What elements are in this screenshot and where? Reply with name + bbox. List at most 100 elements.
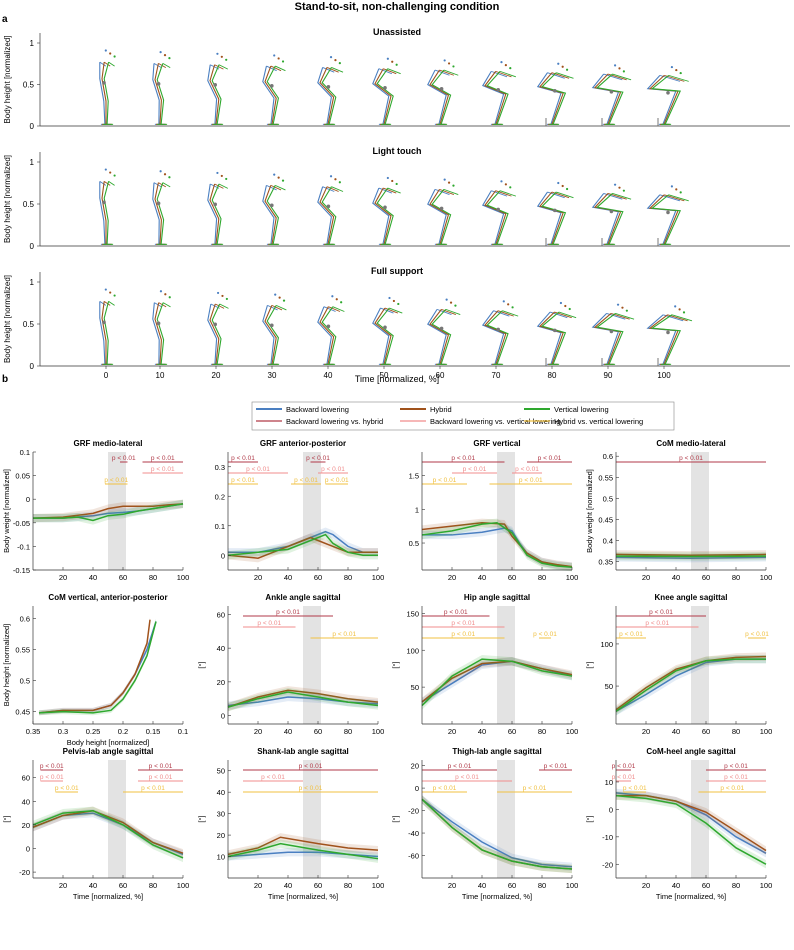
stick-figure-head <box>626 310 628 312</box>
stick-figure-head <box>562 66 564 68</box>
stick-figure-limb <box>593 193 619 244</box>
y-axis-label: Body weight [normalized] <box>585 469 594 553</box>
y-tick-label: -20 <box>19 868 30 877</box>
stick-figure-head <box>279 297 281 299</box>
stick-figure-arm <box>556 192 573 198</box>
y-axis-label: [°] <box>585 815 594 822</box>
y-tick-label: 60 <box>22 774 30 783</box>
y-tick-label: 0.2 <box>215 492 225 501</box>
stick-figure-head <box>330 175 332 177</box>
panel-a-ytick-label: 0 <box>30 362 35 371</box>
stick-figure-head <box>505 183 507 185</box>
y-tick-label: 50 <box>217 767 225 776</box>
x-tick-label: 20 <box>642 573 650 582</box>
stick-figure-arm <box>612 74 631 80</box>
x-tick-label: 60 <box>119 573 127 582</box>
x-tick-label: 20 <box>642 881 650 890</box>
com-marker <box>610 330 614 334</box>
x-tick-label: 20 <box>448 727 456 736</box>
y-tick-label: 10 <box>605 778 613 787</box>
significance-label: p < 0.01 <box>332 631 356 638</box>
stick-figure-head <box>388 297 390 299</box>
x-tick-label: 80 <box>149 573 157 582</box>
x-tick-label: 100 <box>566 573 579 582</box>
stick-figure-head <box>225 59 227 61</box>
stick-figure-head <box>109 291 111 293</box>
y-tick-label: 20 <box>217 678 225 687</box>
y-tick-label: 0 <box>26 845 30 854</box>
significance-label: p < 0.01 <box>451 455 475 462</box>
x-tick-label: 100 <box>372 727 385 736</box>
com-marker <box>383 86 387 90</box>
y-tick-label: 20 <box>22 821 30 830</box>
significance-label: p < 0.01 <box>299 785 323 792</box>
y-tick-label: -10 <box>602 833 613 842</box>
legend-label: Hybrid vs. vertical lowering <box>554 417 643 426</box>
y-tick-label: 150 <box>406 609 419 618</box>
stick-figure-head <box>507 303 509 305</box>
x-tick-label: 0.15 <box>146 727 161 736</box>
x-tick-label: 100 <box>372 573 385 582</box>
stick-figure-limb <box>650 195 678 245</box>
panel-a-ytick-label: 0.5 <box>23 200 35 209</box>
stick-figure-head <box>387 177 389 179</box>
stick-figure-head <box>509 186 511 188</box>
significance-label: p < 0.01 <box>299 763 323 770</box>
x-tick-label: 60 <box>508 727 516 736</box>
legend-label: Vertical lowering <box>554 405 609 414</box>
x-tick-label: 20 <box>448 573 456 582</box>
stick-figure-head <box>680 72 682 74</box>
stick-figure-head <box>680 191 682 193</box>
stick-figure-head <box>340 301 342 303</box>
chart-title: Thigh-lab angle sagittal <box>452 747 541 756</box>
x-tick-label: 100 <box>566 881 579 890</box>
x-tick-label: 40 <box>284 727 292 736</box>
y-tick-label: 0.55 <box>598 473 613 482</box>
y-tick-label: 0.05 <box>15 472 30 481</box>
x-tick-label: 40 <box>89 573 97 582</box>
x-tick-label: 40 <box>672 727 680 736</box>
x-tick-label: 80 <box>149 881 157 890</box>
y-axis-label: [°] <box>197 815 206 822</box>
y-tick-label: 40 <box>217 644 225 653</box>
significance-label: p < 0.01 <box>645 620 669 627</box>
com-marker <box>213 83 217 87</box>
y-tick-label: 0 <box>415 784 419 793</box>
stick-figure-head <box>164 173 166 175</box>
significance-label: p < 0.01 <box>451 620 475 627</box>
com-marker <box>383 326 387 330</box>
stick-figure-head <box>446 299 448 301</box>
x-tick-label: 40 <box>672 573 680 582</box>
stick-figure-head <box>274 294 276 296</box>
stick-figure-head <box>621 307 623 309</box>
stick-figure-arm <box>556 73 573 79</box>
y-tick-label: 40 <box>217 788 225 797</box>
significance-label: p < 0.01 <box>294 477 318 484</box>
x-axis-label: Time [normalized, %] <box>73 892 143 901</box>
com-marker <box>102 321 106 325</box>
com-marker <box>270 84 274 88</box>
legend-label: Backward lowering <box>286 405 349 414</box>
y-tick-label: -60 <box>408 852 419 861</box>
stick-figure-head <box>500 180 502 182</box>
figure-title: Stand-to-sit, non-challenging condition <box>295 1 500 13</box>
x-tick-label: 40 <box>478 573 486 582</box>
x-tick-label: 100 <box>760 881 773 890</box>
y-tick-label: -0.15 <box>13 566 30 575</box>
stick-figure-head <box>452 185 454 187</box>
stick-figure-head <box>109 52 111 54</box>
stick-figure-head <box>564 305 566 307</box>
significance-label: p < 0.01 <box>544 763 568 770</box>
y-tick-label: 0.3 <box>215 463 225 472</box>
x-axis-label: Time [normalized, %] <box>462 892 532 901</box>
y-axis-label: [°] <box>197 661 206 668</box>
significance-label: p < 0.01 <box>306 455 330 462</box>
chart-title: CoM-heel angle sagittal <box>646 747 735 756</box>
y-tick-label: 0.55 <box>15 645 30 654</box>
transition-shade <box>303 760 321 878</box>
y-axis-label: Body height [normalized] <box>2 624 11 707</box>
